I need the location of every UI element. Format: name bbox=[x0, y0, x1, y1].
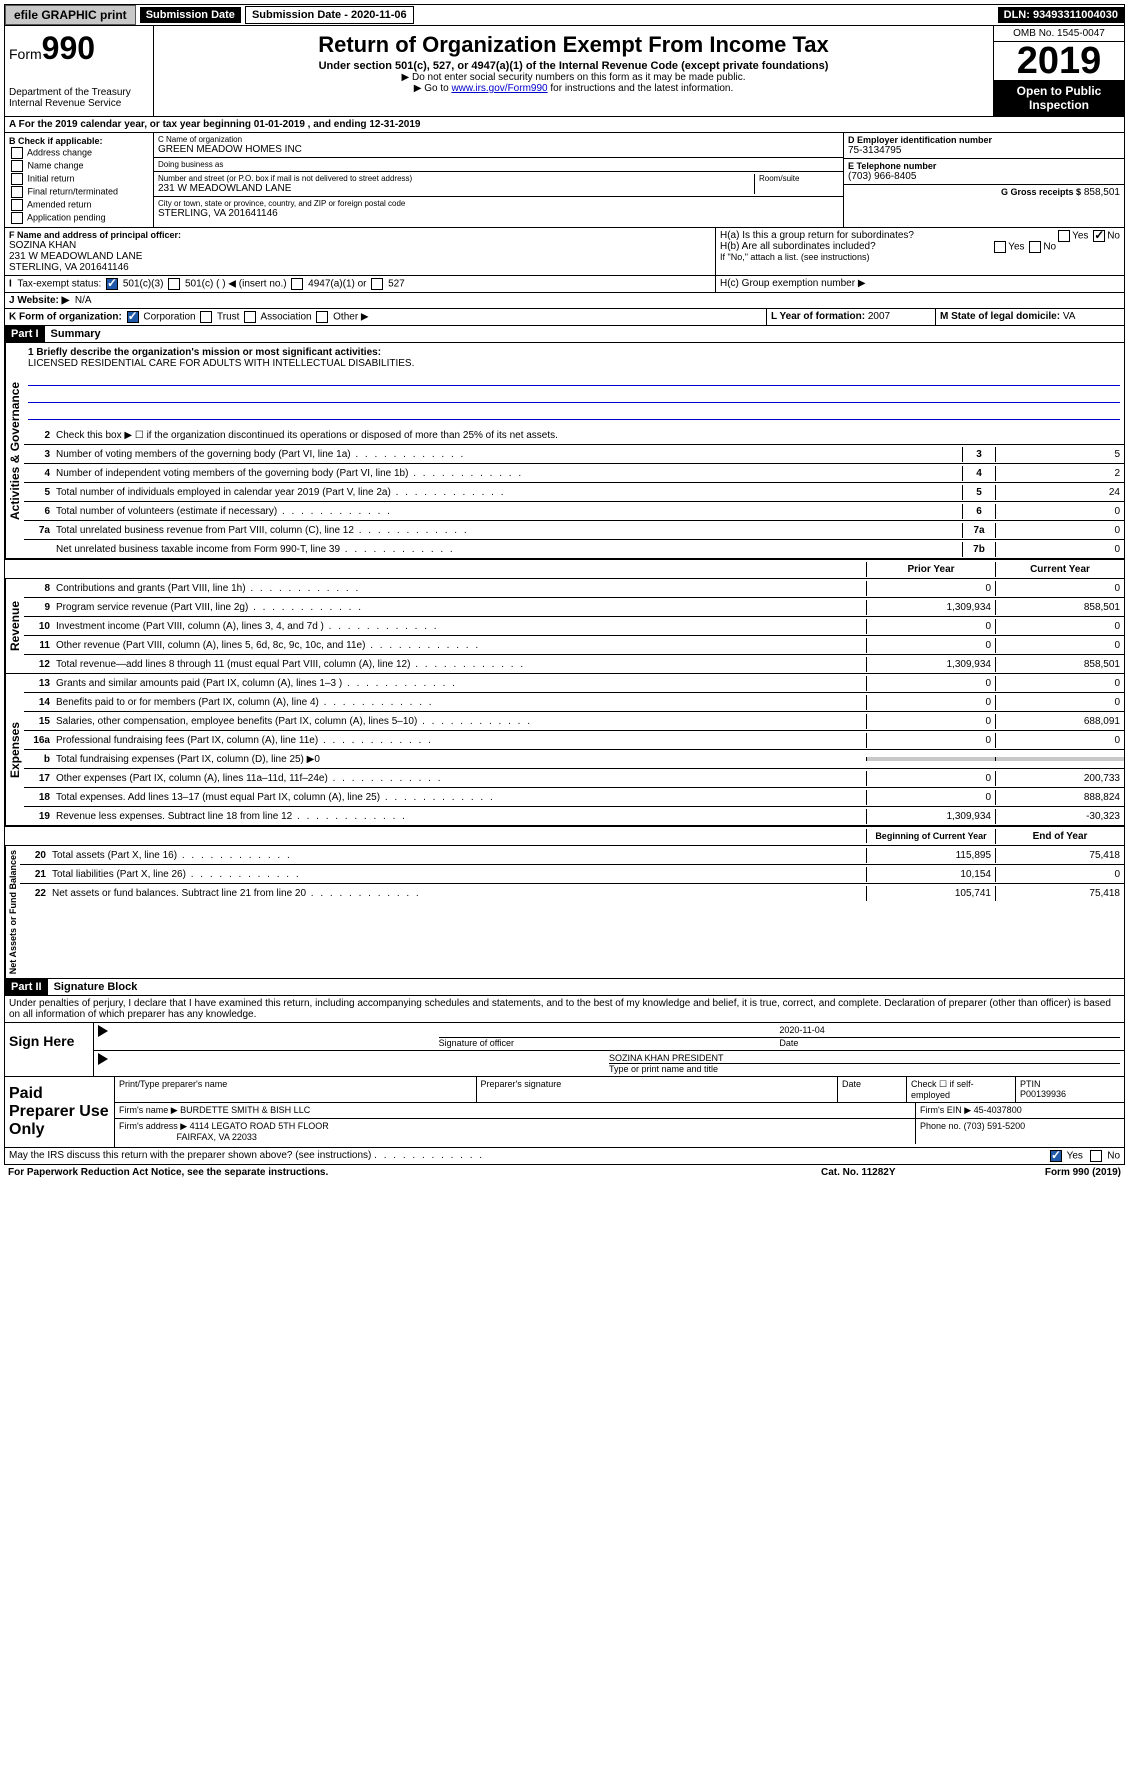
line-row: 10Investment income (Part VIII, column (… bbox=[24, 617, 1124, 636]
row-f-h: F Name and address of principal officer:… bbox=[4, 228, 1125, 276]
line-row: bTotal fundraising expenses (Part IX, co… bbox=[24, 750, 1124, 769]
sign-section: Sign Here Signature of officer 2020-11-0… bbox=[4, 1023, 1125, 1077]
line-row: 12Total revenue—add lines 8 through 11 (… bbox=[24, 655, 1124, 673]
box-d: D Employer identification number 75-3134… bbox=[844, 133, 1124, 227]
revenue-label: Revenue bbox=[5, 579, 24, 673]
note-link: ▶ Go to www.irs.gov/Form990 for instruct… bbox=[158, 83, 989, 94]
top-bar: efile GRAPHIC print Submission Date Subm… bbox=[4, 4, 1125, 26]
form-header: Form990 Department of the Treasury Inter… bbox=[4, 26, 1125, 117]
form-number: Form990 bbox=[9, 30, 149, 67]
line-row: 11Other revenue (Part VIII, column (A), … bbox=[24, 636, 1124, 655]
line-row: 9Program service revenue (Part VIII, lin… bbox=[24, 598, 1124, 617]
irs-link[interactable]: www.irs.gov/Form990 bbox=[451, 83, 547, 94]
preparer-section: Paid Preparer Use Only Print/Type prepar… bbox=[4, 1077, 1125, 1148]
preparer-label: Paid Preparer Use Only bbox=[5, 1077, 115, 1147]
discuss-row: May the IRS discuss this return with the… bbox=[4, 1148, 1125, 1165]
mission-text: LICENSED RESIDENTIAL CARE FOR ADULTS WIT… bbox=[28, 358, 1120, 369]
line-row: 8Contributions and grants (Part VIII, li… bbox=[24, 579, 1124, 598]
prior-year-header: Prior Year bbox=[866, 562, 995, 577]
dept-label: Department of the Treasury bbox=[9, 87, 149, 98]
line-row: 19Revenue less expenses. Subtract line 1… bbox=[24, 807, 1124, 825]
line-row: 20Total assets (Part X, line 16)115,8957… bbox=[20, 846, 1124, 865]
line-row: 17Other expenses (Part IX, column (A), l… bbox=[24, 769, 1124, 788]
row-tax-exempt: I Tax-exempt status: 501(c)(3) 501(c) ( … bbox=[4, 276, 1125, 293]
line-row: 16aProfessional fundraising fees (Part I… bbox=[24, 731, 1124, 750]
line-row: 22Net assets or fund balances. Subtract … bbox=[20, 884, 1124, 902]
line-row: 7aTotal unrelated business revenue from … bbox=[24, 521, 1124, 540]
line-row: 6Total number of volunteers (estimate if… bbox=[24, 502, 1124, 521]
governance-label: Activities & Governance bbox=[5, 343, 24, 558]
header-row-cols: b Prior Year Current Year bbox=[4, 559, 1125, 579]
firm-phone: (703) 591-5200 bbox=[964, 1121, 1026, 1131]
inspection-badge: Open to Public Inspection bbox=[994, 80, 1124, 116]
form-subtitle: Under section 501(c), 527, or 4947(a)(1)… bbox=[158, 60, 989, 72]
efile-button[interactable]: efile GRAPHIC print bbox=[5, 5, 136, 25]
governance-section: Activities & Governance 1 Briefly descri… bbox=[4, 343, 1125, 559]
line-row: 15Salaries, other compensation, employee… bbox=[24, 712, 1124, 731]
end-year-header: End of Year bbox=[995, 829, 1124, 844]
perjury-text: Under penalties of perjury, I declare th… bbox=[4, 996, 1125, 1023]
line-row: 5Total number of individuals employed in… bbox=[24, 483, 1124, 502]
state-domicile: VA bbox=[1063, 311, 1076, 322]
period-row: A For the 2019 calendar year, or tax yea… bbox=[4, 117, 1125, 133]
current-year-header: Current Year bbox=[995, 562, 1124, 577]
submission-date: Submission Date - 2020-11-06 bbox=[245, 6, 414, 24]
header-row-cols2: b Beginning of Current Year End of Year bbox=[4, 826, 1125, 846]
line-row: 14Benefits paid to or for members (Part … bbox=[24, 693, 1124, 712]
line-row: 2Check this box ▶ ☐ if the organization … bbox=[24, 426, 1124, 445]
info-grid: B Check if applicable: Address change Na… bbox=[4, 133, 1125, 228]
officer-name: SOZINA KHAN bbox=[9, 240, 711, 251]
footer: For Paperwork Reduction Act Notice, see … bbox=[4, 1165, 1125, 1180]
box-c: C Name of organization GREEN MEADOW HOME… bbox=[154, 133, 844, 227]
expenses-label: Expenses bbox=[5, 674, 24, 825]
box-b: B Check if applicable: Address change Na… bbox=[5, 133, 154, 227]
ptin: P00139936 bbox=[1020, 1089, 1066, 1099]
firm-name: BURDETTE SMITH & BISH LLC bbox=[180, 1105, 310, 1115]
line-row: 21Total liabilities (Part X, line 26)10,… bbox=[20, 865, 1124, 884]
dln: DLN: 93493311004030 bbox=[998, 7, 1124, 23]
part2-header: Part II Signature Block bbox=[4, 979, 1125, 996]
tax-year: 2019 bbox=[994, 42, 1124, 80]
website-value: N/A bbox=[75, 295, 92, 306]
line-row: Net unrelated business taxable income fr… bbox=[24, 540, 1124, 558]
note-ssn: ▶ Do not enter social security numbers o… bbox=[158, 72, 989, 83]
line-row: 3Number of voting members of the governi… bbox=[24, 445, 1124, 464]
line-row: 4Number of independent voting members of… bbox=[24, 464, 1124, 483]
irs-label: Internal Revenue Service bbox=[9, 98, 149, 109]
year-formation: 2007 bbox=[868, 311, 890, 322]
revenue-section: Revenue 8Contributions and grants (Part … bbox=[4, 579, 1125, 674]
row-klm: K Form of organization: Corporation Trus… bbox=[4, 309, 1125, 326]
line-row: 18Total expenses. Add lines 13–17 (must … bbox=[24, 788, 1124, 807]
row-website: J Website: ▶ N/A bbox=[4, 293, 1125, 309]
org-name: GREEN MEADOW HOMES INC bbox=[158, 144, 839, 155]
firm-addr2: FAIRFAX, VA 22033 bbox=[177, 1132, 257, 1142]
org-address: 231 W MEADOWLAND LANE bbox=[158, 183, 754, 194]
firm-addr1: 4114 LEGATO ROAD 5TH FLOOR bbox=[190, 1121, 329, 1131]
gross-receipts: 858,501 bbox=[1084, 187, 1120, 198]
netassets-label: Net Assets or Fund Balances bbox=[5, 846, 20, 978]
begin-year-header: Beginning of Current Year bbox=[866, 829, 995, 843]
org-city: STERLING, VA 201641146 bbox=[158, 208, 839, 219]
submission-label: Submission Date bbox=[140, 7, 241, 23]
firm-ein: 45-4037800 bbox=[974, 1105, 1022, 1115]
telephone: (703) 966-8405 bbox=[848, 171, 1120, 182]
form-title: Return of Organization Exempt From Incom… bbox=[158, 32, 989, 58]
netassets-section: Net Assets or Fund Balances 20Total asse… bbox=[4, 846, 1125, 979]
part1-header: Part I Summary bbox=[4, 326, 1125, 343]
sign-date: 2020-11-04 bbox=[779, 1025, 1120, 1038]
ein: 75-3134795 bbox=[848, 145, 1120, 156]
sign-here-label: Sign Here bbox=[5, 1023, 94, 1076]
expenses-section: Expenses 13Grants and similar amounts pa… bbox=[4, 674, 1125, 826]
line-row: 13Grants and similar amounts paid (Part … bbox=[24, 674, 1124, 693]
signer-name: SOZINA KHAN PRESIDENT bbox=[609, 1053, 1120, 1064]
